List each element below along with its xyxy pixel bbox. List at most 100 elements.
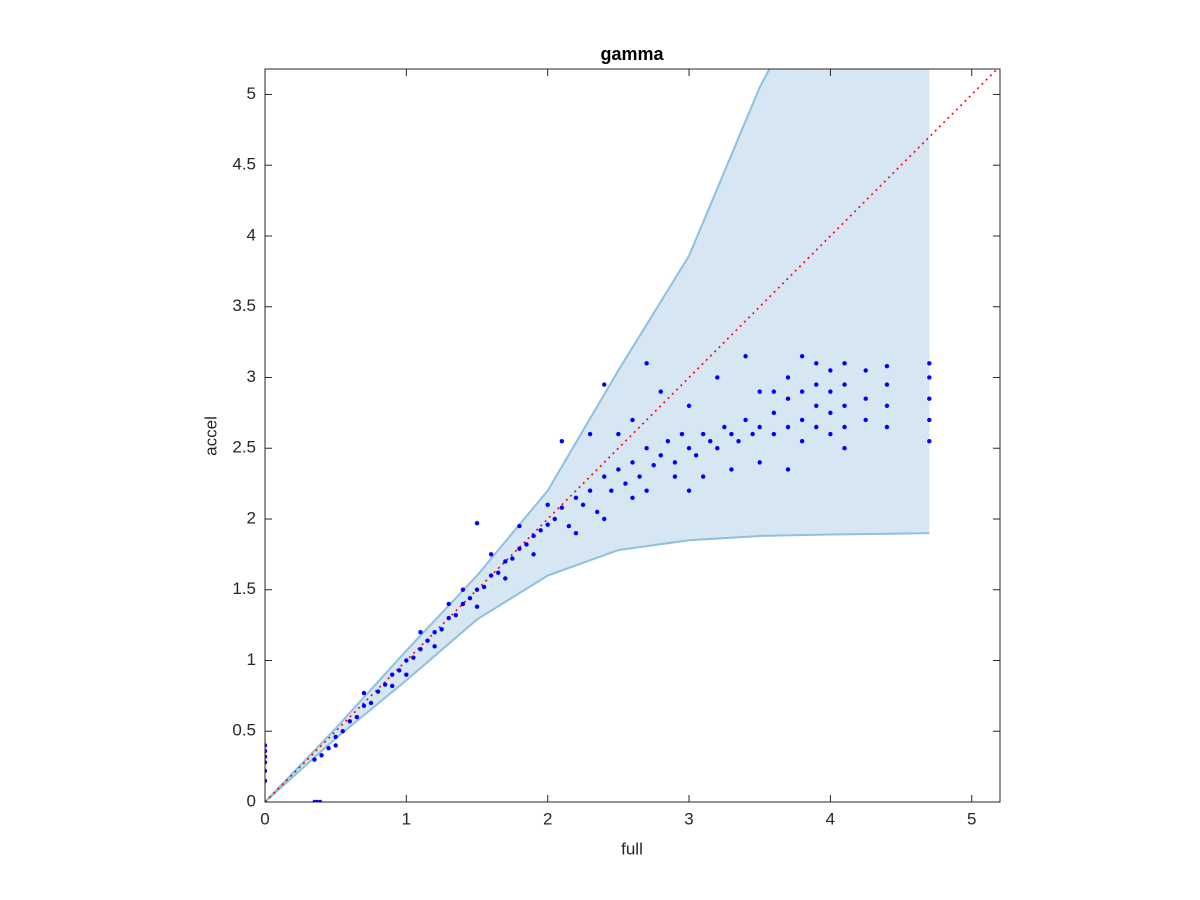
y-tick-label: 3 [247,367,256,386]
x-tick-label: 4 [826,809,835,828]
point [566,523,572,529]
point [474,521,480,526]
point [552,516,557,522]
point [828,389,833,394]
point [510,556,515,561]
point [326,746,331,751]
x-tick-label: 1 [402,809,411,828]
y-tick-label: 2 [247,508,256,527]
point [884,403,890,408]
point [432,629,437,635]
point [757,424,762,430]
point [623,481,628,486]
point [771,431,777,437]
point [715,375,720,380]
point [347,719,353,724]
point [842,403,847,408]
point [722,424,727,430]
point [863,368,868,373]
point [785,375,791,380]
point [265,760,268,765]
point [354,714,360,720]
point [700,474,706,479]
point [460,601,466,607]
point [630,460,635,465]
y-tick-label: 1 [247,650,256,669]
point [573,530,579,536]
point [884,424,890,430]
point [644,361,649,366]
point [312,757,317,762]
point [503,576,508,581]
plot-area [265,69,999,802]
point [630,417,635,423]
y-tick-label: 3.5 [232,296,256,315]
point [587,431,593,437]
point [757,389,762,394]
point [418,629,423,635]
point [686,488,692,493]
point [333,743,338,748]
point [616,467,621,472]
point [814,361,819,366]
point [265,768,268,774]
point [665,438,671,444]
point [368,700,374,706]
point [361,703,367,708]
point [538,528,543,533]
point [715,446,720,451]
point [319,753,324,758]
point [644,488,649,493]
point [265,743,268,748]
point [863,396,868,401]
point [432,644,437,649]
point [651,463,656,468]
point [460,587,466,592]
point [743,417,748,423]
point [842,382,847,387]
y-tick-label: 4 [247,225,256,244]
point [644,446,649,451]
point [317,799,323,802]
point [488,573,494,578]
point [637,474,642,479]
point [425,638,430,643]
point [375,689,381,694]
point [771,410,777,416]
point [686,403,692,408]
point [446,601,451,607]
point [446,615,451,621]
point [785,424,791,430]
point [828,410,833,416]
point [828,431,833,437]
x-tick-label: 5 [967,809,976,828]
point [580,502,586,508]
point [609,488,614,493]
point [411,655,416,660]
point [927,396,932,401]
point [404,658,409,663]
point [602,474,607,479]
axes-box [264,68,1001,803]
point [672,474,678,479]
point [602,516,607,522]
chart-title: gamma [600,44,664,64]
point [531,533,536,539]
point [594,509,600,515]
point [927,375,932,380]
point [390,683,395,689]
point [467,596,473,601]
y-axis-label: accel [201,416,220,456]
point [361,690,367,696]
x-tick-label: 3 [684,809,693,828]
point [418,646,423,652]
point [390,672,395,677]
point [799,389,805,394]
point [884,363,890,369]
point [545,522,550,527]
point [814,424,819,430]
point [559,438,565,444]
point [686,446,692,451]
